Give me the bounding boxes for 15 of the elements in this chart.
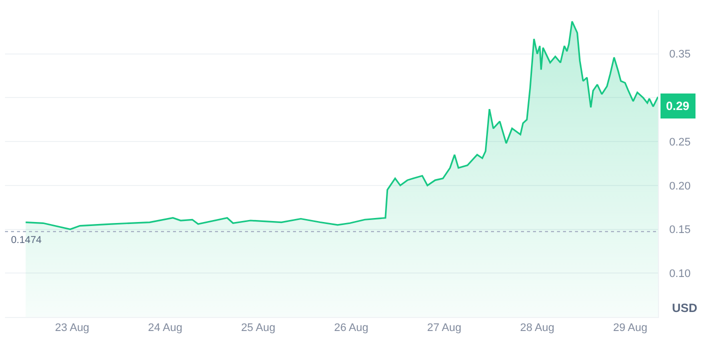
y-axis-title: USD	[672, 301, 698, 315]
ref-line-label: 0.1474	[11, 235, 42, 246]
x-tick-label: 26 Aug	[334, 322, 368, 334]
x-tick-label: 27 Aug	[427, 322, 462, 334]
y-tick-label: 0.15	[669, 224, 691, 236]
y-tick-label: 0.35	[669, 48, 691, 61]
x-tick-label: 28 Aug	[520, 322, 554, 334]
annotation: 0.29	[666, 99, 690, 113]
x-tick-label: 23 Aug	[55, 322, 90, 334]
y-tick-label: 0.20	[669, 180, 691, 192]
x-tick-label: 25 Aug	[241, 322, 276, 334]
x-tick-label: 29 Aug	[613, 322, 648, 334]
y-tick-label: 0.10	[669, 268, 691, 280]
y-tick-label: 0.25	[669, 136, 691, 148]
x-tick-label: 24 Aug	[148, 322, 182, 334]
